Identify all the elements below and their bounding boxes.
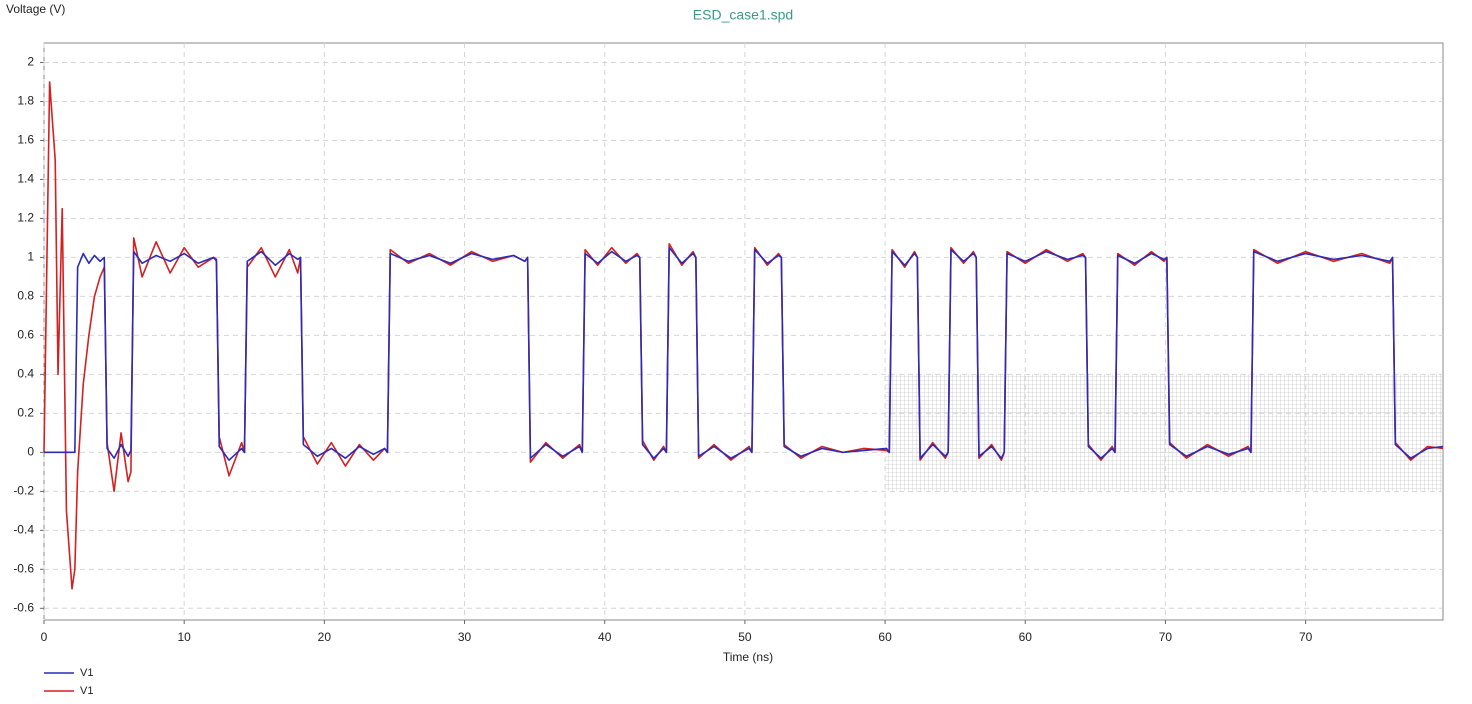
y-tick-label: -0.4 [13,523,34,537]
y-tick-label: -0.6 [13,600,34,614]
y-tick-label: 0.8 [17,289,34,303]
x-tick-label: 30 [458,630,472,644]
y-tick-label: -0.2 [13,484,34,498]
y-tick-label: 0 [27,445,34,459]
y-tick-label: -0.6 [13,561,34,575]
y-axis-label: Voltage (V) [6,2,65,16]
y-tick-label: 1 [27,250,34,264]
x-tick-label: 20 [318,630,332,644]
y-tick-label: 0.4 [17,367,34,381]
x-tick-label: 10 [178,630,192,644]
x-tick-label: 0 [41,630,48,644]
shaded-region [885,374,1443,491]
y-tick-label: 0.2 [17,406,34,420]
x-tick-label: 70 [1159,630,1173,644]
chart-title: ESD_case1.spd [693,7,793,23]
x-tick-label: 60 [1019,630,1033,644]
x-tick-label: 40 [598,630,612,644]
y-tick-label: 1.4 [17,172,34,186]
y-tick-label: 1.6 [17,133,34,147]
series-line [44,246,1444,461]
y-tick-label: 1.8 [17,94,34,108]
legend-label: V1 [80,667,93,679]
x-axis-label: Time (ns) [723,650,773,664]
y-tick-label: 0.6 [17,328,34,342]
x-tick-label: 60 [878,630,892,644]
x-tick-label: 70 [1299,630,1313,644]
x-tick-label: 50 [738,630,752,644]
y-tick-label: 2 [27,55,34,69]
plot-area [43,42,1444,621]
legend-label: V1 [80,685,93,697]
y-tick-label: 1.2 [17,211,34,225]
